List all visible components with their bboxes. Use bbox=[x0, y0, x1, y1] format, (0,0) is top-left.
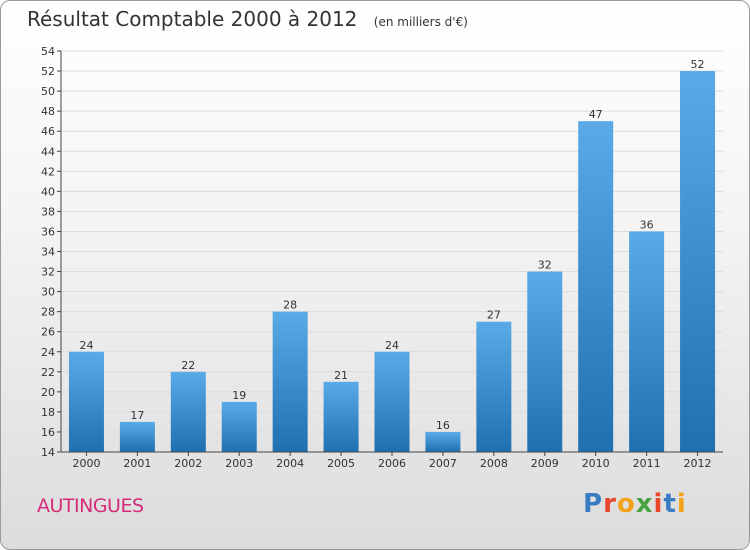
x-tick-label: 2011 bbox=[633, 457, 661, 470]
y-tick-label: 26 bbox=[41, 326, 55, 339]
y-tick-label: 20 bbox=[41, 386, 55, 399]
bars bbox=[68, 71, 716, 453]
bar-2010 bbox=[578, 121, 614, 453]
bar-2002 bbox=[170, 371, 206, 452]
y-tick-label: 24 bbox=[41, 346, 55, 359]
x-tick-label: 2009 bbox=[531, 457, 559, 470]
bar-value-label: 21 bbox=[334, 369, 348, 382]
logo-letter: x bbox=[635, 489, 654, 519]
y-tick-label: 30 bbox=[41, 286, 55, 299]
logo-letter: i bbox=[676, 489, 687, 519]
bar-value-label: 17 bbox=[130, 409, 144, 422]
x-tick-label: 2006 bbox=[378, 457, 406, 470]
bar-value-label: 27 bbox=[487, 309, 501, 322]
logo-letter: i bbox=[653, 489, 664, 519]
y-tick-label: 50 bbox=[41, 85, 55, 98]
x-tick-label: 2003 bbox=[225, 457, 253, 470]
bar-2001 bbox=[119, 421, 155, 452]
bar-2000 bbox=[68, 351, 104, 452]
bar-2004 bbox=[272, 311, 308, 452]
logo-letter: P bbox=[583, 489, 604, 519]
bar-2006 bbox=[374, 351, 410, 452]
commune-name: AUTINGUES bbox=[37, 495, 144, 517]
y-tick-label: 40 bbox=[41, 185, 55, 198]
y-tick-label: 52 bbox=[41, 65, 55, 78]
x-tick-label: 2007 bbox=[429, 457, 457, 470]
bar-2003 bbox=[221, 401, 257, 452]
proxiti-logo: Proxiti bbox=[583, 489, 687, 519]
logo-letter: r bbox=[603, 489, 617, 519]
x-tick-label: 2000 bbox=[72, 457, 100, 470]
bar-value-label: 19 bbox=[232, 389, 246, 402]
x-tick-label: 2008 bbox=[480, 457, 508, 470]
chart-title: Résultat Comptable 2000 à 2012 (en milli… bbox=[27, 7, 468, 31]
y-tick-label: 18 bbox=[41, 406, 55, 419]
bar-2012 bbox=[680, 71, 716, 453]
x-tick-label: 2005 bbox=[327, 457, 355, 470]
bar-2011 bbox=[629, 231, 665, 452]
y-tick-label: 32 bbox=[41, 266, 55, 279]
bar-2008 bbox=[476, 321, 512, 452]
y-tick-label: 54 bbox=[41, 45, 55, 58]
bar-value-label: 22 bbox=[181, 359, 195, 372]
bar-value-label: 52 bbox=[691, 58, 705, 71]
title-text: Résultat Comptable 2000 à 2012 bbox=[27, 7, 358, 31]
bar-value-label: 24 bbox=[385, 339, 399, 352]
x-tick-label: 2010 bbox=[582, 457, 610, 470]
x-tick-label: 2012 bbox=[684, 457, 712, 470]
y-tick-label: 28 bbox=[41, 306, 55, 319]
y-tick-label: 46 bbox=[41, 125, 55, 138]
y-tick-label: 34 bbox=[41, 246, 55, 259]
labels: 14 16 18 20 22 24 26 28 30 32 34 36 38 40 42 44 46 48 50 52… bbox=[41, 45, 712, 470]
y-tick-label: 16 bbox=[41, 426, 55, 439]
y-tick-label: 36 bbox=[41, 225, 55, 238]
bar-value-label: 24 bbox=[79, 339, 93, 352]
title-unit: (en milliers d'€) bbox=[373, 15, 468, 29]
y-tick-label: 44 bbox=[41, 145, 55, 158]
y-tick-label: 14 bbox=[41, 446, 55, 459]
x-tick-label: 2004 bbox=[276, 457, 304, 470]
bar-2007 bbox=[425, 431, 461, 452]
bar-value-label: 47 bbox=[589, 108, 603, 121]
x-tick-label: 2001 bbox=[123, 457, 151, 470]
y-tick-label: 22 bbox=[41, 366, 55, 379]
bar-value-label: 32 bbox=[538, 259, 552, 272]
y-tick-label: 38 bbox=[41, 205, 55, 218]
bar-value-label: 28 bbox=[283, 299, 297, 312]
bar-value-label: 16 bbox=[436, 419, 450, 432]
y-tick-label: 42 bbox=[41, 165, 55, 178]
axes bbox=[57, 50, 723, 456]
logo-letter: o bbox=[616, 489, 636, 519]
bar-2005 bbox=[323, 381, 359, 452]
bar-value-label: 36 bbox=[640, 218, 654, 231]
logo-letter: t bbox=[663, 489, 677, 519]
y-tick-label: 48 bbox=[41, 105, 55, 118]
x-tick-label: 2002 bbox=[174, 457, 202, 470]
bar-2009 bbox=[527, 271, 563, 452]
